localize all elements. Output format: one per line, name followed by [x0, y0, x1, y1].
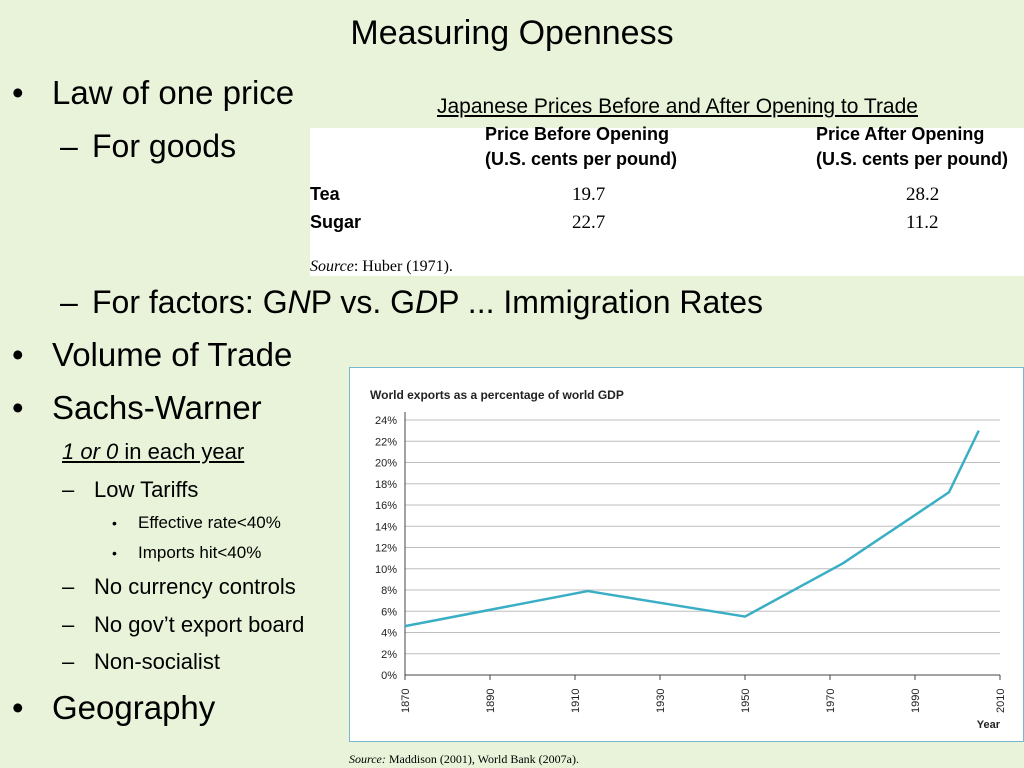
x-tick-label: 1970 [825, 689, 837, 713]
factors-text-d: D [415, 284, 439, 320]
sub-bullet-label: No gov’t export board [94, 612, 305, 637]
source-text: : Huber (1971). [353, 258, 453, 275]
bullet-label: Sachs-Warner [52, 389, 262, 426]
exports-chart: World exports as a percentage of world G… [349, 367, 1024, 742]
y-tick-label: 22% [375, 436, 397, 448]
y-tick-label: 24% [375, 415, 397, 427]
sub-sub-bullet-label: Imports hit<40% [138, 543, 262, 562]
note-italic: 1 or 0 [62, 439, 119, 464]
y-tick-label: 10% [375, 564, 397, 576]
exports-chart-svg: World exports as a percentage of world G… [370, 388, 1007, 731]
y-tick-label: 4% [381, 628, 397, 640]
sub-bullet-no-export-board: – No gov’t export board [62, 612, 305, 637]
row-label-sugar: Sugar [310, 212, 362, 232]
note-rest: in each year [118, 439, 245, 464]
sub-bullet-label: No currency controls [94, 574, 296, 599]
sub-bullet-for-factors: – For factors: GNP vs. GDP ... Immigratio… [60, 284, 763, 320]
sub-sub-bullet-label: Effective rate<40% [138, 513, 281, 532]
sugar-before-value: 22.7 [572, 212, 606, 233]
col-before-header-line1: Price Before Opening [485, 124, 670, 144]
bullet-label: Geography [52, 689, 216, 726]
sub-bullet-non-socialist: – Non-socialist [62, 649, 220, 674]
factors-text-1: For factors: G [92, 284, 288, 320]
factors-text-n: N [287, 284, 311, 320]
y-tick-label: 16% [375, 500, 397, 512]
col-before-header-line2: (U.S. cents per pound) [485, 149, 678, 169]
x-tick-label: 1930 [655, 689, 667, 713]
x-axis-label: Year [977, 719, 1001, 731]
sub-bullet-low-tariffs: – Low Tariffs [62, 477, 199, 502]
col-after-header-line2: (U.S. cents per pound) [816, 149, 1009, 169]
bullet-law-of-one-price: • Law of one price [12, 74, 295, 111]
factors-text-3: P ... Immigration Rates [438, 284, 763, 320]
page-title: Measuring Openness [350, 14, 674, 52]
y-tick-label: 6% [381, 606, 397, 618]
price-table-caption: Japanese Prices Before and After Opening… [437, 95, 918, 118]
bullet-geography: • Geography [12, 689, 216, 726]
factors-text-2: P vs. G [310, 284, 416, 320]
sugar-after-value: 11.2 [906, 212, 939, 233]
x-tick-label: 1870 [400, 689, 412, 713]
x-tick-label: 2010 [995, 689, 1007, 713]
x-tick-label: 1910 [570, 689, 582, 713]
sub-sub-bullet-effective-rate: • Effective rate<40% [112, 513, 281, 532]
y-tick-label: 2% [381, 649, 397, 661]
col-after-header-line1: Price After Opening [816, 124, 985, 144]
sub-sub-bullet-imports-hit: • Imports hit<40% [112, 543, 262, 562]
bullet-label: Volume of Trade [52, 336, 293, 373]
bullet-sachs-warner: • Sachs-Warner [12, 389, 262, 426]
tea-before-value: 19.7 [572, 184, 606, 205]
sub-bullet-for-goods: – For goods [60, 128, 237, 164]
y-tick-label: 8% [381, 585, 397, 597]
chart-source-label: Source: [349, 752, 386, 766]
sub-bullet-no-currency-controls: – No currency controls [62, 574, 296, 599]
y-tick-label: 20% [375, 458, 397, 470]
y-tick-label: 18% [375, 479, 397, 491]
price-table-source: Source: Huber (1971). [310, 258, 453, 276]
series-line [404, 430, 980, 628]
y-tick-label: 0% [381, 670, 397, 682]
price-table: Price Before Opening (U.S. cents per pou… [310, 124, 1024, 276]
chart-source-text: Maddison (2001), World Bank (2007a). [385, 752, 579, 766]
sub-bullet-label: Non-socialist [94, 649, 220, 674]
x-tick-label: 1990 [910, 689, 922, 713]
chart-title: World exports as a percentage of world G… [370, 388, 624, 402]
x-tick-label: 1950 [740, 689, 752, 713]
sachs-warner-note: 1 or 0 in each year [62, 439, 244, 465]
source-label: Source [310, 258, 354, 275]
y-tick-label: 12% [375, 543, 397, 555]
sub-bullet-label: Low Tariffs [94, 477, 199, 502]
bullet-volume-of-trade: • Volume of Trade [12, 336, 293, 373]
sub-bullet-label: For goods [92, 128, 237, 164]
tea-after-value: 28.2 [906, 184, 940, 205]
bullet-label: Law of one price [52, 74, 295, 111]
y-tick-label: 14% [375, 521, 397, 533]
chart-source: Source: Maddison (2001), World Bank (200… [349, 752, 579, 767]
row-label-tea: Tea [310, 184, 340, 204]
x-tick-label: 1890 [485, 689, 497, 713]
